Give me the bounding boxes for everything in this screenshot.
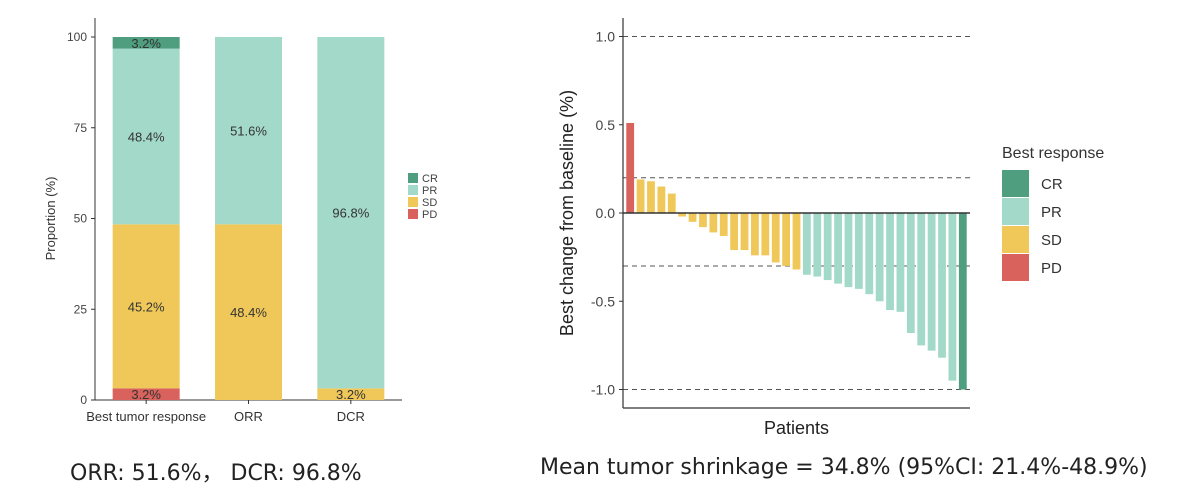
patient-bar-pr: [938, 213, 946, 358]
patient-bar-pr: [875, 213, 884, 302]
patient-bar-pr: [886, 213, 894, 311]
legend-swatch-cr: [1002, 170, 1029, 197]
bar-value-label: 51.6%: [230, 124, 267, 139]
patient-bar-sd: [782, 213, 791, 266]
legend-label-pr: PR: [422, 185, 437, 197]
x-tick-label: Best tumor response: [86, 409, 206, 424]
patient-bar-pr: [823, 213, 832, 281]
bar-value-label: 48.4%: [230, 305, 267, 320]
bar-value-label: 48.4%: [128, 129, 165, 144]
y-tick-label: 50: [74, 212, 88, 226]
y-tick-label: -0.5: [591, 293, 615, 309]
y-axis-label: Proportion (%): [43, 177, 58, 261]
legend-swatch-pr: [408, 185, 418, 195]
bar-value-label: 45.2%: [128, 299, 165, 314]
y-tick-label: 0.5: [596, 117, 616, 133]
patient-bar-pr: [906, 213, 915, 334]
y-tick-label: 0: [80, 393, 87, 407]
bar-segment-sd: [112, 224, 180, 389]
waterfall-chart: 1.0 0.5 0.0 -0.5 -1.0 Best change from baseli…: [557, 18, 1104, 438]
legend-swatch-sd: [1002, 226, 1029, 253]
y-tick-label: 25: [74, 302, 88, 316]
patient-bar-pd: [626, 122, 635, 213]
legend-label-pr: PR: [1041, 204, 1062, 221]
patient-bar-sd: [730, 213, 739, 251]
bar-segment-sd: [317, 388, 385, 400]
legend-label-sd: SD: [1041, 232, 1062, 249]
y-axis-label: Best change from baseline (%): [557, 90, 577, 336]
x-axis-label: Patients: [764, 418, 829, 438]
bar-value-label: 3.2%: [131, 36, 161, 51]
bar-segment-pd: [112, 388, 180, 400]
legend-label-sd: SD: [422, 197, 437, 209]
patient-bar-sd: [678, 213, 687, 217]
patient-bar-pr: [865, 213, 874, 295]
bar-segment-pr: [215, 37, 282, 225]
legend-label-pd: PD: [422, 209, 437, 221]
y-tick-label: 75: [74, 121, 88, 135]
patient-bar-sd: [636, 179, 645, 213]
legend-label-cr: CR: [422, 173, 438, 185]
legend-swatch-cr: [408, 173, 418, 183]
patient-bar-pr: [854, 213, 863, 289]
patient-bar-sd: [647, 181, 655, 213]
patient-bar-sd: [771, 213, 780, 263]
legend-title: Best response: [1002, 145, 1104, 162]
patient-bar-sd: [740, 213, 749, 251]
orr-dcr-caption: ORR: 51.6%， DCR: 96.8%: [70, 461, 362, 486]
patient-bar-pr: [917, 213, 926, 346]
bar-segment-pr: [112, 48, 180, 225]
patient-bar-sd: [719, 213, 728, 236]
patient-bar-sd: [699, 213, 707, 228]
legend-swatch-sd: [408, 197, 418, 207]
patient-bar-pr: [802, 213, 811, 275]
patient-bar-pr: [927, 213, 936, 351]
bar-value-label: 3.2%: [131, 387, 161, 402]
tumor-shrinkage-caption: Mean tumor shrinkage = 34.8% (95%CI: 21.…: [540, 455, 1148, 480]
legend-swatch-pr: [1002, 198, 1029, 225]
bar-value-label: 3.2%: [336, 387, 366, 402]
x-tick-label: DCR: [337, 409, 365, 424]
y-tick-label: 0.0: [596, 205, 616, 221]
x-tick-label: ORR: [234, 409, 263, 424]
legend-swatch-pd: [408, 209, 418, 219]
patient-bar-cr: [958, 213, 967, 390]
y-tick-label: 100: [67, 30, 87, 44]
patient-bar-sd: [761, 213, 770, 256]
patient-bar-sd: [688, 213, 697, 222]
patient-bar-sd: [792, 213, 801, 270]
patient-bar-pr: [896, 213, 905, 312]
bar-segment-cr: [112, 37, 180, 49]
patient-bar-sd: [667, 193, 676, 213]
legend-label-pd: PD: [1041, 260, 1062, 277]
bar-segment-sd: [215, 224, 282, 400]
patient-bar-pr: [834, 213, 842, 284]
stacked-bar-chart: 0 25 50 75 100 Proportion (%) 3.2% 45.2% 48.4% 3.…: [43, 18, 438, 424]
y-tick-label: -1.0: [591, 382, 615, 398]
patient-bar-sd: [751, 213, 759, 256]
bar-value-label: 96.8%: [332, 206, 369, 221]
legend-swatch-pd: [1002, 254, 1029, 281]
patient-bar-pr: [844, 213, 853, 288]
patient-bar-sd: [657, 186, 666, 213]
bar-segment-pr: [317, 37, 385, 389]
patient-bar-sd: [709, 213, 718, 233]
legend-label-cr: CR: [1041, 176, 1063, 193]
y-tick-label: 1.0: [596, 29, 616, 45]
patient-bar-pr: [948, 213, 957, 381]
patient-bar-pr: [813, 213, 822, 277]
